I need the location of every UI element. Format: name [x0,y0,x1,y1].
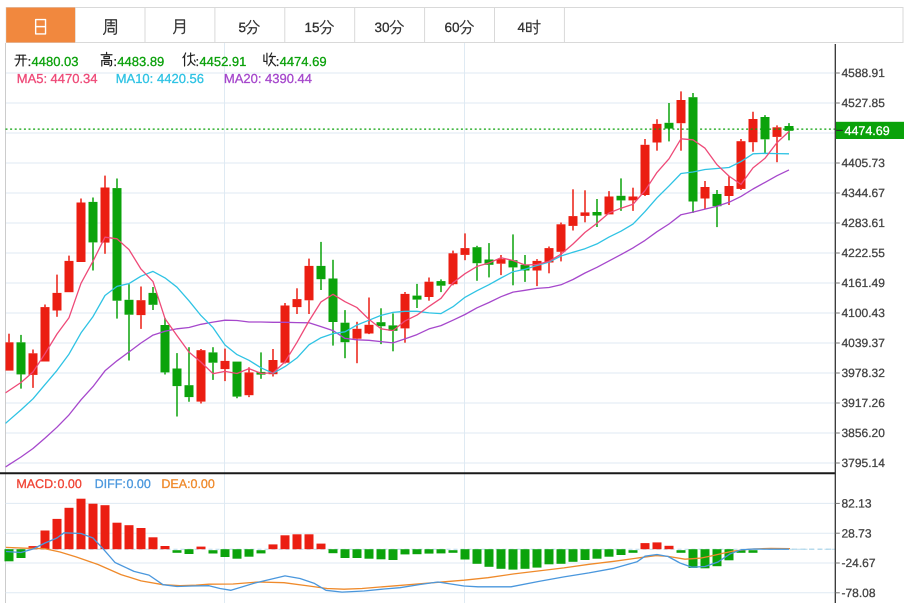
svg-text:0.00: 0.00 [58,477,82,491]
svg-text:-78.08: -78.08 [842,586,876,600]
svg-text:30: 30 [375,20,390,35]
svg-text:0.00: 0.00 [191,477,215,491]
svg-text:5: 5 [239,20,247,35]
svg-text:MACD:: MACD: [16,477,56,491]
svg-text:DEA:: DEA: [161,477,190,491]
svg-text:3795.14: 3795.14 [842,456,886,470]
svg-text:MA20:: MA20: [224,71,262,86]
svg-text:MA10:: MA10: [116,71,154,86]
svg-text:DIFF:: DIFF: [95,477,126,491]
svg-text:4222.55: 4222.55 [842,246,886,260]
svg-text:4100.43: 4100.43 [842,306,886,320]
svg-text:15: 15 [305,20,320,35]
svg-text:4283.61: 4283.61 [842,216,886,230]
svg-text:4: 4 [518,20,526,35]
svg-text::: : [196,54,200,69]
svg-text::: : [113,54,117,69]
svg-text:4588.91: 4588.91 [842,66,886,80]
svg-text::: : [28,54,32,69]
svg-text:4452.91: 4452.91 [199,54,246,69]
svg-text:-24.67: -24.67 [842,556,876,570]
svg-text:4474.69: 4474.69 [280,54,327,69]
svg-text:4527.85: 4527.85 [842,96,886,110]
svg-text:4483.89: 4483.89 [117,54,164,69]
svg-text:4039.37: 4039.37 [842,336,886,350]
svg-text:3917.26: 3917.26 [842,396,886,410]
svg-text:4390.44: 4390.44 [265,71,312,86]
svg-text:4420.56: 4420.56 [157,71,204,86]
svg-text:3856.20: 3856.20 [842,426,886,440]
svg-text:MA5:: MA5: [17,71,47,86]
svg-text:0.00: 0.00 [127,477,151,491]
svg-text:4344.67: 4344.67 [842,186,886,200]
svg-text:4474.69: 4474.69 [845,124,890,138]
svg-text::: : [276,54,280,69]
svg-text:4470.34: 4470.34 [51,71,98,86]
svg-text:4405.73: 4405.73 [842,156,886,170]
svg-text:28.73: 28.73 [842,526,872,540]
svg-text:4480.03: 4480.03 [32,54,79,69]
svg-text:3978.32: 3978.32 [842,366,886,380]
svg-text:82.13: 82.13 [842,497,872,511]
svg-text:60: 60 [445,20,460,35]
svg-text:4161.49: 4161.49 [842,276,886,290]
